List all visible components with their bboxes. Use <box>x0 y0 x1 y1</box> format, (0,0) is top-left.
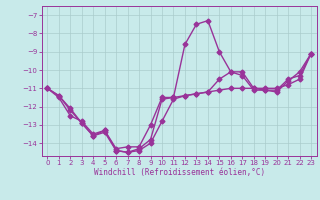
X-axis label: Windchill (Refroidissement éolien,°C): Windchill (Refroidissement éolien,°C) <box>94 168 265 177</box>
